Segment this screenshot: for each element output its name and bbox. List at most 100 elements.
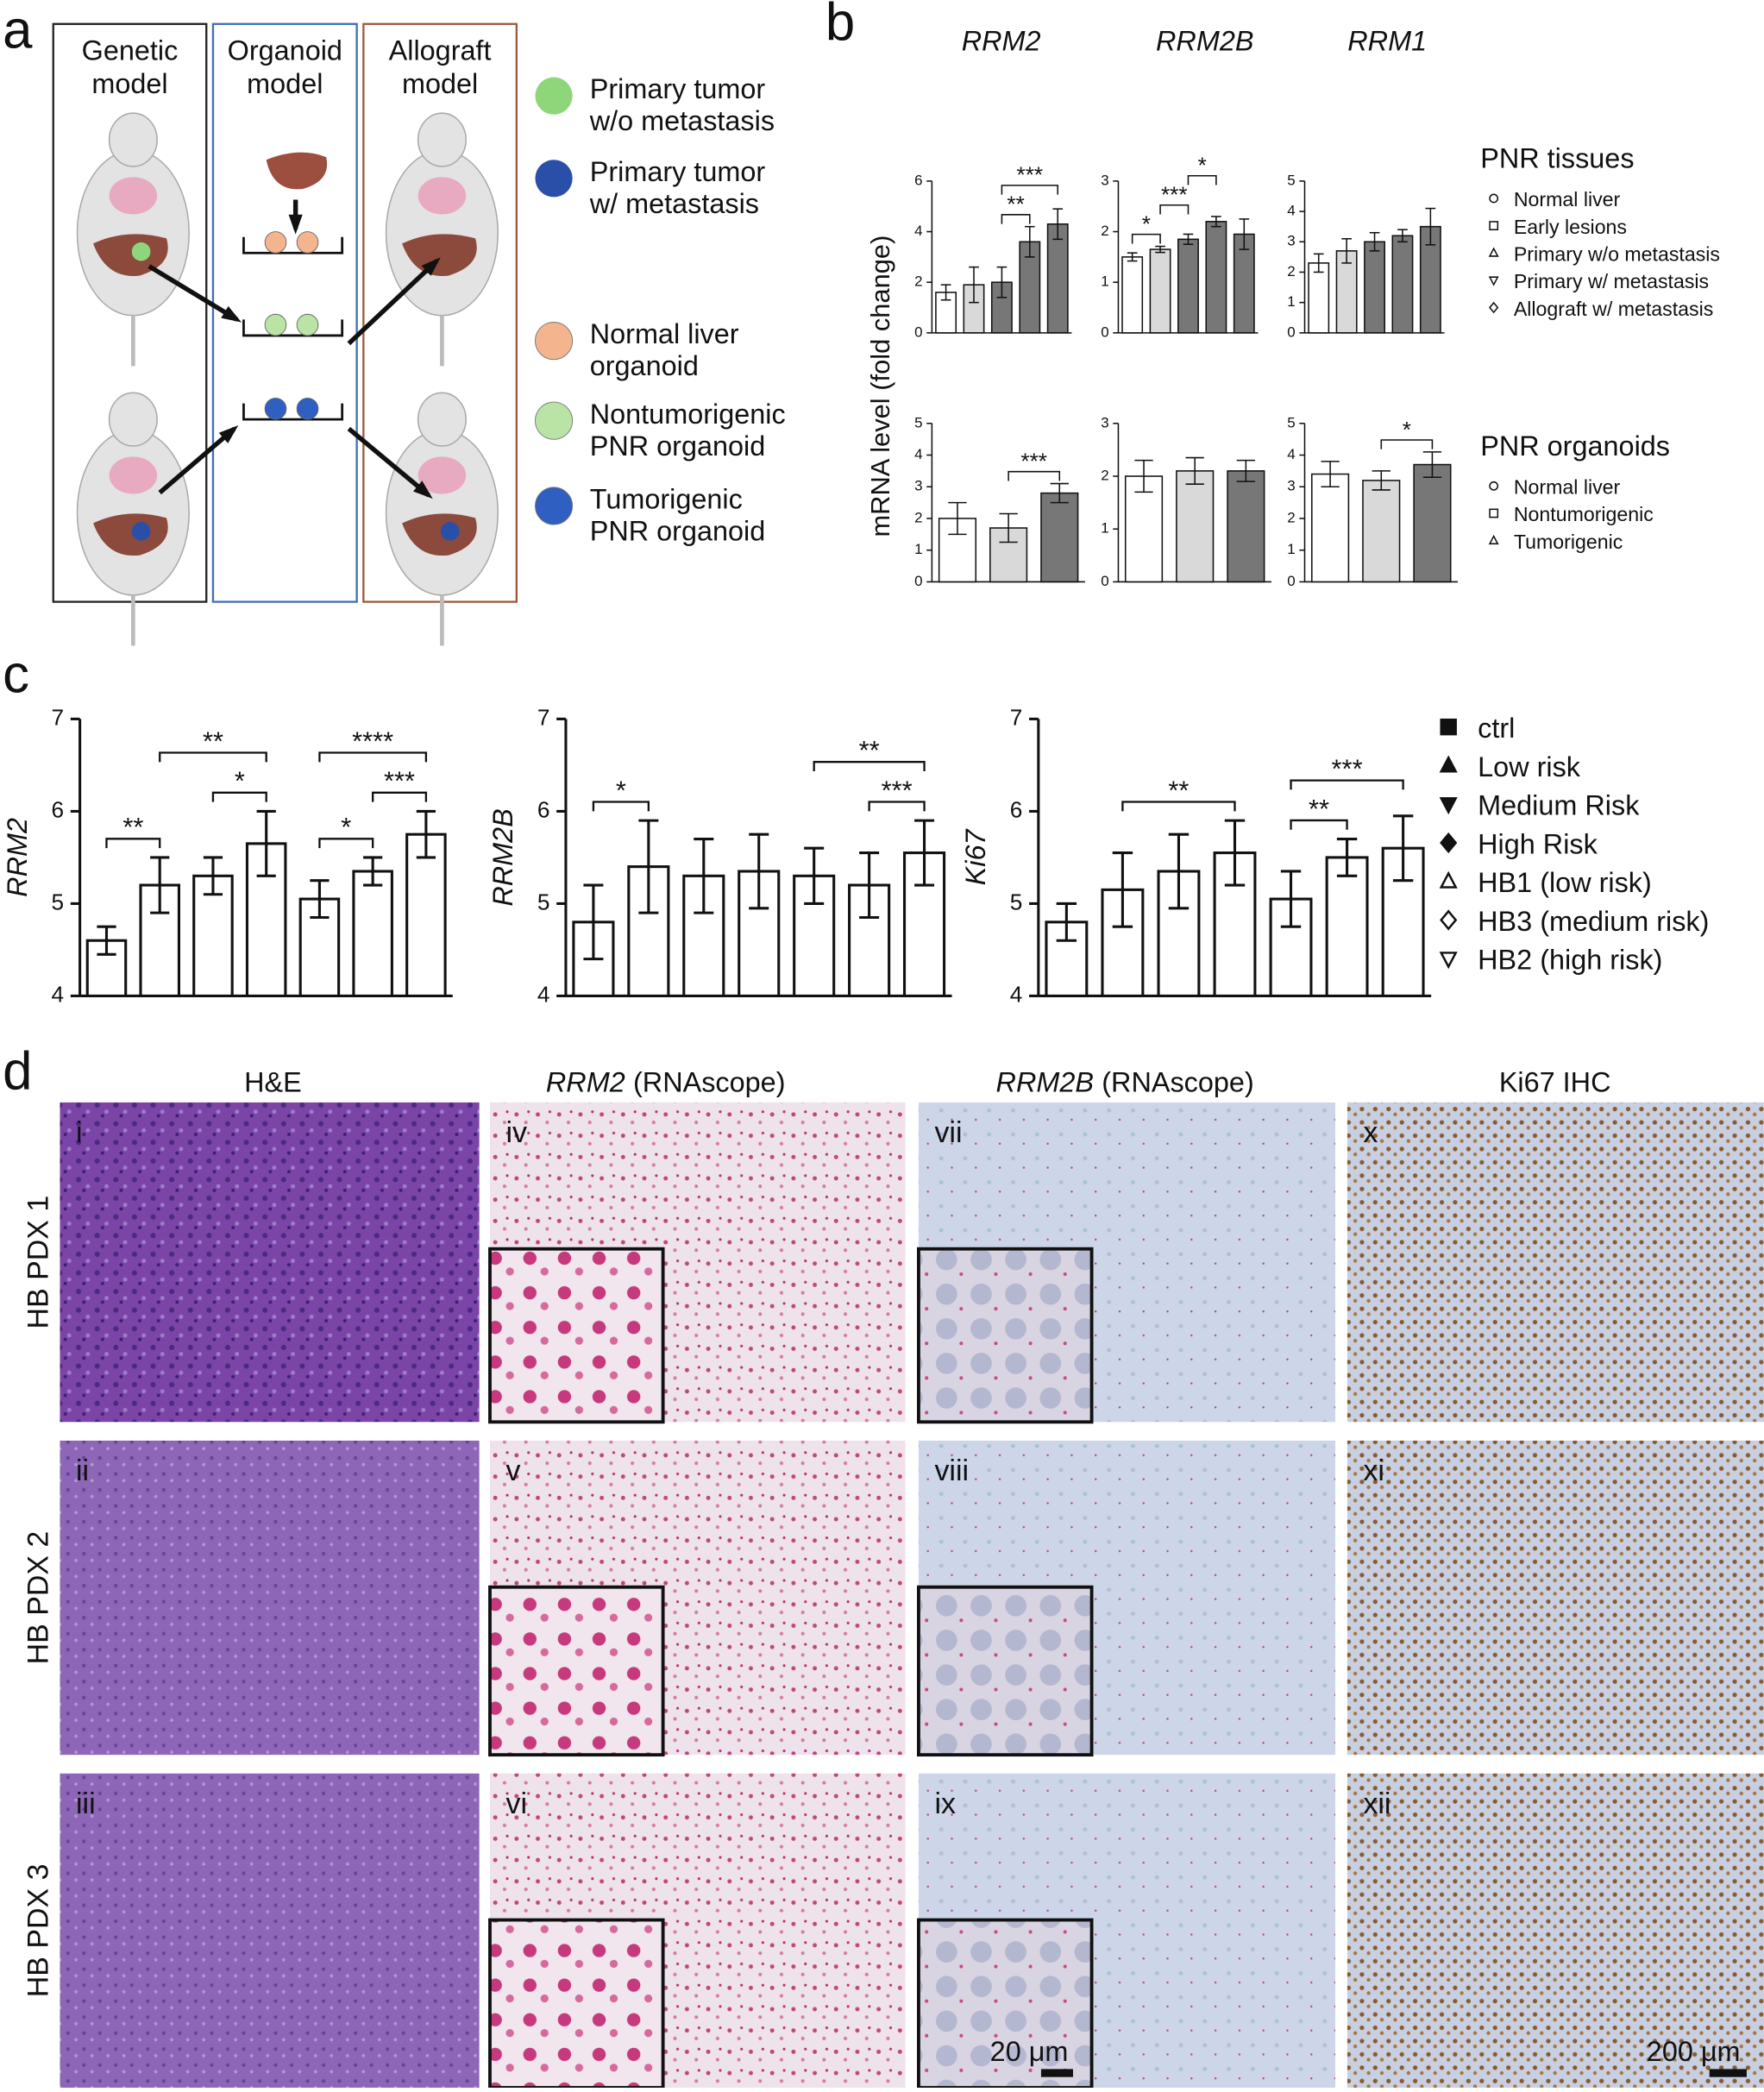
bar bbox=[1413, 463, 1452, 583]
bar bbox=[405, 832, 447, 997]
panel-label: d bbox=[3, 1041, 32, 1101]
panel-numeral: iv bbox=[505, 1116, 527, 1149]
significance-bracket bbox=[159, 751, 267, 763]
panel-label: b bbox=[826, 0, 855, 52]
significance-label: * bbox=[341, 812, 351, 842]
mouse-liver bbox=[93, 513, 168, 556]
y-tick-label: 5 bbox=[52, 889, 65, 914]
legend-text: Primary w/o metastasis bbox=[1514, 242, 1720, 265]
dish bbox=[242, 403, 344, 421]
panel-numeral: x bbox=[1363, 1116, 1378, 1149]
y-tick-label: 1 bbox=[1287, 541, 1295, 557]
y-tick-label: 6 bbox=[1010, 796, 1023, 822]
mouse-liver bbox=[402, 234, 477, 276]
scale-bar-label: 200 μm bbox=[1647, 2036, 1741, 2067]
model-title: Allograft bbox=[389, 35, 492, 66]
significance-label: *** bbox=[1332, 754, 1363, 784]
legend-text: w/ metastasis bbox=[589, 188, 759, 219]
legend-text: Normal liver bbox=[1514, 476, 1621, 499]
significance-bracket bbox=[592, 801, 650, 812]
y-tick-label: 4 bbox=[1287, 203, 1295, 219]
bar bbox=[1362, 480, 1401, 583]
legend-text: w/o metastasis bbox=[589, 105, 775, 136]
significance-bracket bbox=[1290, 779, 1404, 790]
legend-title: PNR tissues bbox=[1480, 142, 1634, 173]
legend-marker bbox=[1439, 797, 1458, 815]
legend-marker bbox=[1489, 481, 1499, 491]
tumor bbox=[440, 522, 460, 541]
significance-bracket bbox=[318, 751, 428, 763]
significance-bracket bbox=[1121, 801, 1236, 812]
bar bbox=[1311, 473, 1350, 583]
legend-text: High Risk bbox=[1478, 828, 1598, 859]
significance-bracket bbox=[1290, 819, 1348, 830]
legend-text: Medium Risk bbox=[1478, 790, 1640, 821]
mouse-liver bbox=[402, 513, 477, 556]
significance-bracket bbox=[1187, 174, 1217, 185]
y-tick-label: 0 bbox=[914, 324, 922, 340]
row-label: HB PDX 2 bbox=[22, 1531, 55, 1665]
legend-text: Normal liver bbox=[590, 318, 739, 349]
legend-text: PNR organoid bbox=[590, 516, 766, 547]
y-tick-label: 3 bbox=[1287, 478, 1295, 494]
header-part: RRM2B bbox=[996, 1067, 1094, 1098]
y-tick-label: 3 bbox=[1287, 233, 1295, 249]
bar bbox=[1046, 223, 1069, 334]
y-tick-label: 7 bbox=[52, 704, 65, 730]
row-label: HB PDX 3 bbox=[22, 1864, 55, 1998]
legend-text: Early lesions bbox=[1514, 216, 1627, 238]
y-tick-label: 1 bbox=[1101, 520, 1108, 537]
significance-bracket bbox=[211, 791, 267, 802]
significance-label: **** bbox=[352, 726, 393, 756]
panel-numeral: ii bbox=[76, 1454, 89, 1487]
significance-label: * bbox=[235, 766, 245, 796]
legend-text: HB3 (medium risk) bbox=[1478, 906, 1709, 937]
gene-title: RRM2B bbox=[1156, 26, 1253, 57]
micrograph-inset bbox=[917, 1918, 1094, 2089]
y-axis-label: RRM2B bbox=[487, 808, 518, 906]
legend-text: HB1 (low risk) bbox=[1478, 867, 1652, 898]
model-title: model bbox=[91, 68, 167, 99]
significance-label: ** bbox=[1168, 775, 1189, 805]
mouse-head bbox=[108, 112, 158, 167]
y-tick-label: 3 bbox=[1101, 414, 1108, 430]
bar bbox=[1157, 870, 1201, 997]
significance-label: *** bbox=[384, 766, 415, 796]
panel-numeral: i bbox=[76, 1116, 83, 1149]
legend-text: Low risk bbox=[1478, 751, 1581, 782]
significance-bracket bbox=[318, 838, 374, 849]
mouse-lungs bbox=[417, 177, 467, 215]
significance-bracket bbox=[1001, 214, 1031, 224]
legend-title: PNR organoids bbox=[1480, 430, 1670, 462]
legend-marker bbox=[1439, 952, 1458, 970]
bar bbox=[1205, 221, 1227, 334]
significance-label: *** bbox=[882, 775, 913, 805]
significance-bracket bbox=[1380, 439, 1434, 449]
column-header: RRM2 (RNAscope) bbox=[546, 1067, 786, 1098]
legend-marker bbox=[1439, 755, 1458, 773]
significance-label: *** bbox=[1017, 162, 1044, 188]
legend-blob bbox=[534, 322, 574, 361]
legend-blob bbox=[534, 487, 574, 525]
legend-text: Primary w/ metastasis bbox=[1514, 270, 1709, 292]
arrow-head bbox=[413, 481, 433, 499]
legend-blob bbox=[535, 77, 573, 115]
micrograph bbox=[1347, 1440, 1764, 1756]
legend-text: Nontumorigenic bbox=[1514, 503, 1654, 525]
significance-bracket bbox=[105, 838, 161, 849]
significance-bracket bbox=[1008, 470, 1061, 481]
header-part: RRM2 bbox=[546, 1067, 625, 1098]
y-tick-label: 2 bbox=[1101, 467, 1108, 483]
micrograph-inset bbox=[488, 1585, 665, 1757]
liver-icon bbox=[266, 152, 328, 190]
scale-bar-label: 20 μm bbox=[990, 2036, 1069, 2067]
y-tick-label: 2 bbox=[1287, 509, 1295, 525]
y-tick-label: 2 bbox=[914, 273, 922, 290]
significance-bracket bbox=[1131, 233, 1161, 244]
significance-bracket bbox=[1159, 204, 1190, 215]
y-tick-label: 3 bbox=[1101, 172, 1108, 188]
bar bbox=[1177, 238, 1199, 334]
panel-label: a bbox=[3, 1, 33, 60]
organoid bbox=[296, 398, 319, 420]
y-tick-label: 1 bbox=[1101, 273, 1108, 290]
